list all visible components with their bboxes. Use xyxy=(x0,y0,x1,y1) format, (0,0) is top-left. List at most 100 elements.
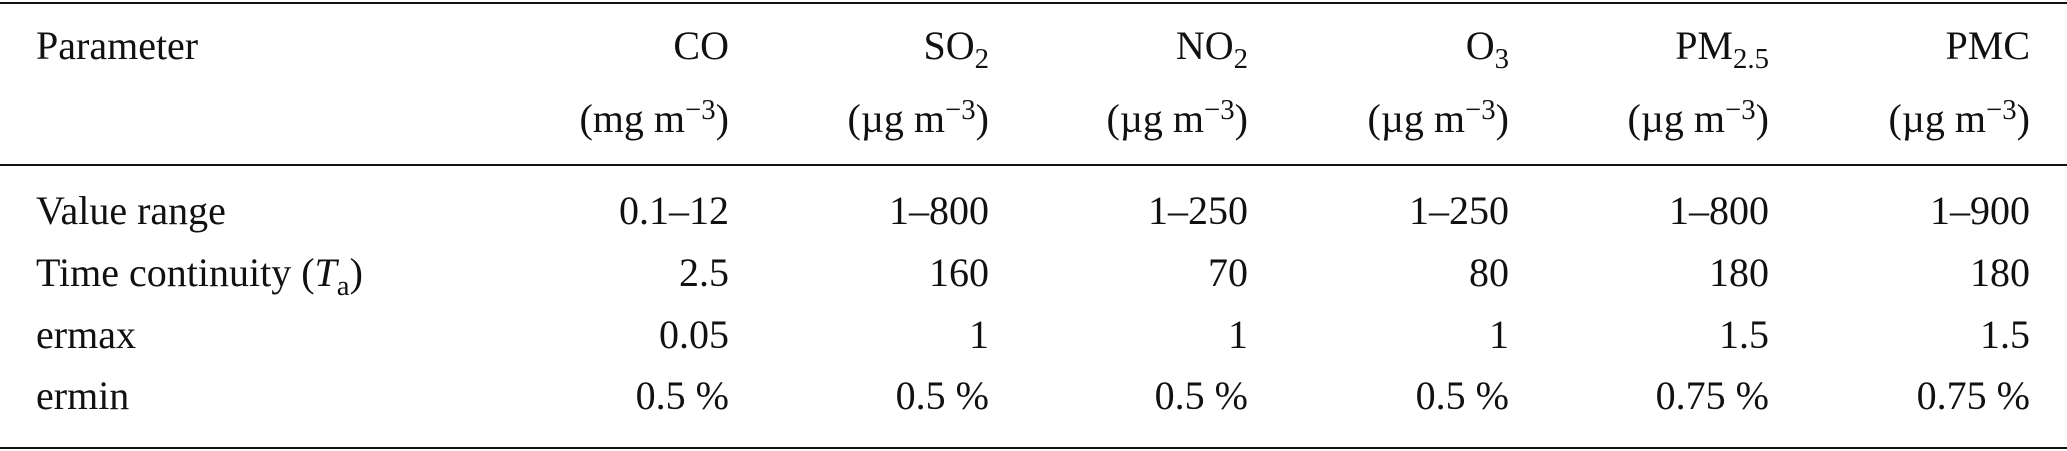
text-exp: −3 xyxy=(945,94,976,127)
text-sub: 2 xyxy=(1233,42,1248,75)
cell: 0.5 % xyxy=(1416,372,1509,420)
cell: 1–900 xyxy=(1930,187,2030,235)
cell: 1.5 xyxy=(1980,311,2030,359)
cell: 70 xyxy=(1208,249,1248,297)
text-unit: (mg m xyxy=(579,96,686,141)
cell-value: 1 xyxy=(1489,312,1509,357)
text-text: Time continuity ( xyxy=(36,250,315,295)
text-name: PM xyxy=(1675,23,1733,68)
cell: 1 xyxy=(969,311,989,359)
cell: 0.75 % xyxy=(1917,372,2030,420)
header-unit: (mg m−3) xyxy=(579,94,729,143)
cell-value: 0.05 xyxy=(659,312,729,357)
text-unit: (µg m xyxy=(1367,96,1466,141)
cell-value: 0.75 % xyxy=(1655,373,1769,418)
header-name: PMC xyxy=(1946,22,2031,70)
cell-value: 80 xyxy=(1469,250,1509,295)
header-name: PM2.5 xyxy=(1675,22,1769,75)
text-exp: −3 xyxy=(685,94,716,127)
text-sub: 3 xyxy=(1494,42,1509,75)
header-unit: (µg m−3) xyxy=(1367,94,1509,143)
text-name: SO xyxy=(923,23,975,68)
text-unit-close: ) xyxy=(975,96,989,141)
text-name: CO xyxy=(673,23,729,68)
text-sub: 2.5 xyxy=(1733,42,1769,75)
text-name: O xyxy=(1465,23,1495,68)
text-name: Parameter xyxy=(36,23,199,68)
text-close: ) xyxy=(349,250,363,295)
text-unit: (µg m xyxy=(847,96,946,141)
header-name: CO xyxy=(673,22,729,70)
cell-value: 70 xyxy=(1208,250,1248,295)
text-text: Value range xyxy=(36,188,226,233)
header-unit: (µg m−3) xyxy=(1888,94,2030,143)
text-unit-close: ) xyxy=(1234,96,1248,141)
cell-value: 1–900 xyxy=(1930,188,2030,233)
row-label: ermin xyxy=(36,372,129,420)
header-unit: (µg m−3) xyxy=(1627,94,1769,143)
cell: 1.5 xyxy=(1719,311,1769,359)
row-label: Value range xyxy=(36,187,226,235)
text-unit: (µg m xyxy=(1106,96,1205,141)
cell: 1–800 xyxy=(1669,187,1769,235)
top-rule xyxy=(0,2,2067,4)
cell: 0.5 % xyxy=(896,372,989,420)
cell-value: 1 xyxy=(969,312,989,357)
cell: 1–800 xyxy=(889,187,989,235)
header-name: NO2 xyxy=(1175,22,1248,75)
text-unit: (µg m xyxy=(1888,96,1987,141)
cell: 0.5 % xyxy=(1155,372,1248,420)
text-italic: T xyxy=(314,250,337,295)
row-label: ermax xyxy=(36,311,136,359)
cell-value: 180 xyxy=(1970,250,2030,295)
cell-value: 180 xyxy=(1709,250,1769,295)
cell-value: 1–250 xyxy=(1409,188,1509,233)
text-sub: a xyxy=(336,269,350,302)
cell: 80 xyxy=(1469,249,1509,297)
cell: 0.5 % xyxy=(636,372,729,420)
cell: 180 xyxy=(1970,249,2030,297)
text-unit-close: ) xyxy=(1495,96,1509,141)
cell: 1–250 xyxy=(1148,187,1248,235)
cell-value: 160 xyxy=(929,250,989,295)
header-unit: (µg m−3) xyxy=(847,94,989,143)
cell-value: 1–800 xyxy=(889,188,989,233)
cell: 0.75 % xyxy=(1656,372,1769,420)
bottom-rule xyxy=(0,447,2067,449)
text-exp: −3 xyxy=(1204,94,1235,127)
text-sub: 2 xyxy=(974,42,989,75)
text-text: ermin xyxy=(36,373,130,418)
cell: 1 xyxy=(1489,311,1509,359)
header-name: O3 xyxy=(1465,22,1509,75)
cell-value: 0.75 % xyxy=(1916,373,2030,418)
cell: 1 xyxy=(1228,311,1248,359)
text-exp: −3 xyxy=(1986,94,2017,127)
header-unit: (µg m−3) xyxy=(1106,94,1248,143)
cell-value: 1.5 xyxy=(1719,312,1769,357)
cell-value: 1 xyxy=(1228,312,1248,357)
text-text: ermax xyxy=(36,312,136,357)
cell: 180 xyxy=(1709,249,1769,297)
text-name: PMC xyxy=(1945,23,2031,68)
mid-rule xyxy=(0,164,2067,166)
row-label: Time continuity (Ta) xyxy=(36,249,363,302)
cell-value: 0.1–12 xyxy=(619,188,729,233)
cell: 2.5 xyxy=(679,249,729,297)
header-name: SO2 xyxy=(923,22,989,75)
cell-value: 0.5 % xyxy=(1415,373,1509,418)
cell: 160 xyxy=(929,249,989,297)
cell: 0.05 xyxy=(659,311,729,359)
cell-value: 0.5 % xyxy=(635,373,729,418)
cell-value: 1–800 xyxy=(1669,188,1769,233)
cell-value: 0.5 % xyxy=(1154,373,1248,418)
text-unit-close: ) xyxy=(715,96,729,141)
text-exp: −3 xyxy=(1465,94,1496,127)
text-unit-close: ) xyxy=(1755,96,1769,141)
text-unit: (µg m xyxy=(1627,96,1726,141)
text-name: NO xyxy=(1175,23,1234,68)
header-name: Parameter xyxy=(36,22,198,70)
cell-value: 0.5 % xyxy=(895,373,989,418)
cell: 0.1–12 xyxy=(619,187,729,235)
text-unit-close: ) xyxy=(2016,96,2030,141)
